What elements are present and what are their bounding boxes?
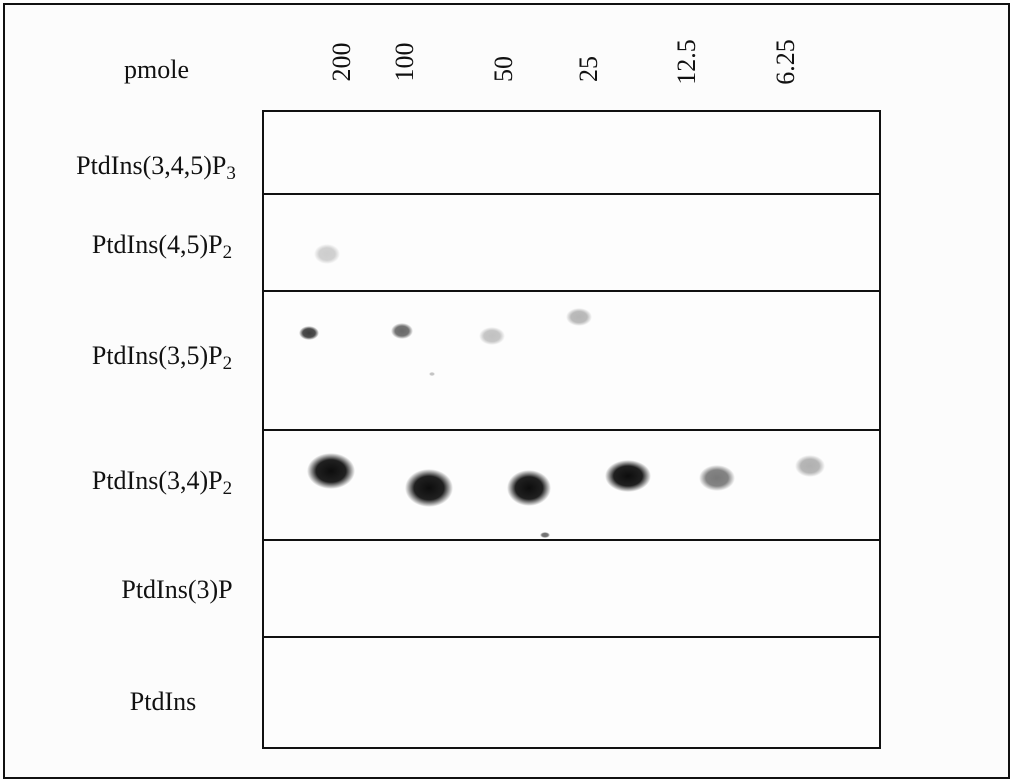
row-dividers bbox=[263, 193, 880, 638]
lipid-subscript: 2 bbox=[222, 353, 233, 374]
lipid-name: PtdIns(3,4)P bbox=[91, 466, 223, 495]
amount-label-200: 200 bbox=[327, 42, 356, 82]
lipid-name: PtdIns(3)P bbox=[121, 575, 233, 604]
signal-spot bbox=[314, 244, 340, 264]
lipid-label-pi: PtdIns bbox=[130, 687, 196, 717]
lipid-label-pip2-45: PtdIns(4,5)P2 bbox=[91, 230, 233, 263]
signal-spot bbox=[307, 453, 355, 489]
amount-label-50: 50 bbox=[489, 56, 518, 82]
unit-label: pmole bbox=[124, 55, 189, 84]
signal-spot bbox=[605, 460, 651, 492]
lipid-name: PtdIns(4,5)P bbox=[91, 230, 223, 259]
lipid-label-pip2-34: PtdIns(3,4)P2 bbox=[91, 466, 233, 499]
signal-spot bbox=[540, 532, 550, 538]
signal-spot bbox=[507, 470, 551, 506]
signal-spot bbox=[405, 469, 453, 507]
amount-label-25: 25 bbox=[574, 56, 603, 82]
signal-spot bbox=[429, 372, 435, 376]
lipid-label-pi3p: PtdIns(3)P bbox=[121, 575, 232, 605]
signal-spot bbox=[479, 327, 505, 345]
amount-label-100: 100 bbox=[390, 42, 419, 82]
signal-spot bbox=[699, 465, 735, 491]
amount-label-12-5: 12.5 bbox=[672, 39, 701, 85]
lipid-name: PtdIns(3,4,5)P bbox=[76, 151, 227, 180]
lipid-subscript: 2 bbox=[222, 242, 233, 263]
lipid-subscript: 2 bbox=[222, 478, 233, 499]
signal-spot bbox=[566, 308, 592, 326]
signal-spot bbox=[299, 326, 319, 340]
lipid-label-pip2-35: PtdIns(3,5)P2 bbox=[91, 341, 233, 374]
signal-spot bbox=[795, 455, 825, 477]
signal-spot bbox=[391, 323, 413, 339]
signal-spots bbox=[299, 244, 825, 538]
lipid-name: PtdIns(3,5)P bbox=[91, 341, 223, 370]
amount-label-6-25: 6.25 bbox=[771, 39, 800, 85]
lipid-label-pip3-345: PtdIns(3,4,5)P3 bbox=[76, 151, 236, 184]
lipid-subscript: 3 bbox=[226, 163, 236, 184]
lipid-name: PtdIns bbox=[129, 687, 197, 716]
